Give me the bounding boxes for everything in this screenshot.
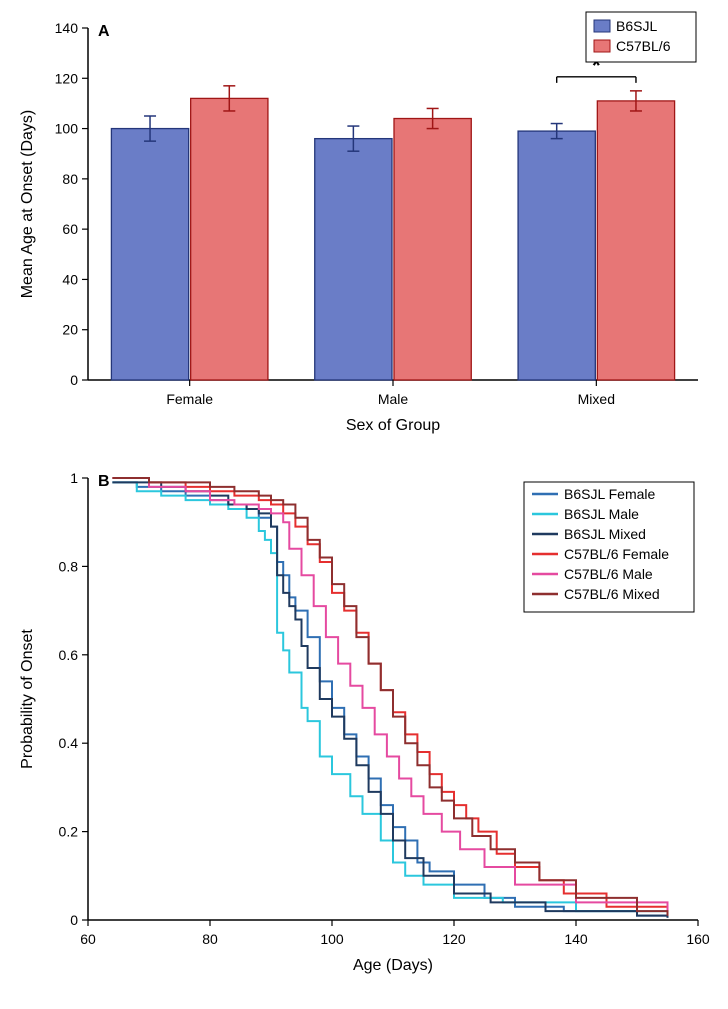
y-tick-label: 100 <box>55 121 79 137</box>
panel-b-svg: 00.20.40.60.816080100120140160Age (Days)… <box>10 460 718 980</box>
legend-label: B6SJL Mixed <box>564 526 646 542</box>
figure: 020406080100120140FemaleMaleMixed*Sex of… <box>10 10 718 980</box>
panel-label: A <box>98 23 110 40</box>
y-axis-title: Mean Age at Onset (Days) <box>19 110 36 299</box>
x-category-label: Male <box>378 391 409 407</box>
x-tick-label: 60 <box>80 931 96 947</box>
y-tick-label: 0.4 <box>59 735 79 751</box>
legend: B6SJL Female B6SJL Male B6SJL Mixed C57BL/6… <box>524 482 694 612</box>
x-tick-label: 120 <box>442 931 466 947</box>
y-tick-label: 0 <box>70 372 78 388</box>
x-tick-label: 160 <box>686 931 710 947</box>
legend-label: C57BL/6 Male <box>564 566 653 582</box>
x-category-label: Mixed <box>578 391 615 407</box>
y-axis-title: Probability of Onset <box>19 629 36 769</box>
y-tick-label: 0.8 <box>59 558 79 574</box>
panel-a-svg: 020406080100120140FemaleMaleMixed*Sex of… <box>10 10 718 440</box>
x-axis-title: Age (Days) <box>353 957 433 974</box>
bar <box>111 129 188 380</box>
legend-label: B6SJL Male <box>564 506 639 522</box>
panel-label: B <box>98 473 110 490</box>
y-tick-label: 80 <box>62 171 78 187</box>
legend-label: C57BL/6 Female <box>564 546 669 562</box>
y-tick-label: 0 <box>70 912 78 928</box>
legend-label: B6SJL Female <box>564 486 656 502</box>
bar <box>191 98 268 380</box>
bar <box>518 131 595 380</box>
y-tick-label: 140 <box>55 20 79 36</box>
x-tick-label: 80 <box>202 931 218 947</box>
bar <box>315 139 392 380</box>
x-tick-label: 140 <box>564 931 588 947</box>
x-category-label: Female <box>166 391 213 407</box>
legend-label: C57BL/6 Mixed <box>564 586 660 602</box>
y-tick-label: 1 <box>70 470 78 486</box>
legend: B6SJL C57BL/6 <box>586 12 696 62</box>
y-tick-label: 0.2 <box>59 824 79 840</box>
legend-label: B6SJL <box>616 18 657 34</box>
bar <box>394 119 471 380</box>
x-tick-label: 100 <box>320 931 344 947</box>
y-tick-label: 0.6 <box>59 647 79 663</box>
legend-label: C57BL/6 <box>616 38 671 54</box>
panel-b-survival-chart: 00.20.40.60.816080100120140160Age (Days)… <box>10 460 718 980</box>
x-axis-title: Sex of Group <box>346 417 440 434</box>
panel-a-bar-chart: 020406080100120140FemaleMaleMixed*Sex of… <box>10 10 718 440</box>
y-tick-label: 120 <box>55 70 79 86</box>
y-tick-label: 60 <box>62 221 78 237</box>
y-tick-label: 20 <box>62 322 78 338</box>
bar <box>597 101 674 380</box>
y-tick-label: 40 <box>62 271 78 287</box>
